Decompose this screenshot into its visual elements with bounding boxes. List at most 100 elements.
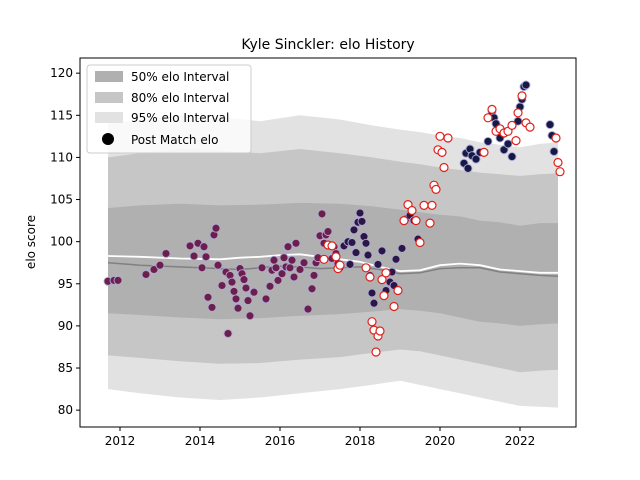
chart-title: Kyle Sinckler: elo History <box>241 37 414 53</box>
post-match-point <box>185 241 195 251</box>
post-match-point <box>303 304 313 314</box>
hollow-match-point <box>551 133 561 143</box>
hollow-match-point <box>439 162 449 173</box>
hollow-match-point <box>419 200 429 210</box>
post-match-point <box>483 136 493 146</box>
post-match-point <box>317 209 327 219</box>
post-match-point <box>367 288 377 298</box>
hollow-match-point <box>365 272 375 282</box>
legend-swatch-50 <box>95 71 123 82</box>
post-match-point <box>229 286 239 296</box>
hollow-match-point <box>381 268 391 278</box>
hollow-match-point <box>525 122 535 132</box>
hollow-match-point <box>555 167 565 177</box>
legend-swatch-80 <box>95 92 123 103</box>
band-50-interval <box>108 202 558 326</box>
post-match-point <box>257 263 267 273</box>
hollow-match-point <box>327 241 337 251</box>
hollow-match-point <box>507 120 517 131</box>
post-match-point <box>347 238 357 247</box>
hollow-match-point <box>399 216 409 226</box>
hollow-match-point <box>431 184 441 194</box>
hollow-match-point <box>331 252 341 262</box>
post-match-point <box>507 152 517 162</box>
hollow-match-point <box>553 157 563 168</box>
post-match-point <box>161 249 171 258</box>
y-tick-label: 85 <box>58 361 73 375</box>
post-match-point <box>351 248 361 258</box>
post-match-point <box>239 275 249 285</box>
hollow-match-point <box>367 317 377 327</box>
post-match-point <box>261 294 271 304</box>
hollow-match-point <box>389 301 399 312</box>
post-match-point <box>285 263 295 273</box>
post-match-point <box>357 216 367 226</box>
post-match-point <box>243 296 253 306</box>
post-match-point <box>211 223 221 233</box>
post-match-point <box>233 303 243 313</box>
hollow-match-point <box>361 263 371 273</box>
hollow-match-point <box>437 147 447 157</box>
post-match-point <box>155 260 165 270</box>
post-match-point <box>197 263 207 273</box>
post-match-point <box>369 298 379 308</box>
hollow-match-point <box>427 200 437 210</box>
post-match-point <box>397 243 407 253</box>
x-tick-label: 2016 <box>265 434 296 448</box>
plot-area <box>103 80 565 408</box>
post-match-point <box>345 259 355 269</box>
post-match-point <box>203 292 213 302</box>
y-tick-label: 80 <box>58 403 73 417</box>
hollow-match-point <box>435 131 445 141</box>
legend-swatch-95 <box>95 112 123 123</box>
hollow-match-point <box>371 347 381 357</box>
mean-line <box>107 253 558 274</box>
post-match-point <box>269 255 279 265</box>
post-match-point <box>373 259 383 269</box>
legend-marker-post-match <box>102 133 114 145</box>
axes-frame <box>79 57 577 428</box>
x-tick-label: 2014 <box>185 434 216 448</box>
y-tick-label: 105 <box>50 193 73 207</box>
x-tick-label: 2020 <box>425 434 456 448</box>
post-match-point <box>289 272 299 282</box>
hollow-match-point <box>425 218 435 228</box>
post-match-point <box>299 258 309 268</box>
y-tick-label: 115 <box>50 108 73 122</box>
y-tick-label: 95 <box>58 277 73 291</box>
y-tick-label: 90 <box>58 319 73 333</box>
post-match-point <box>287 255 297 265</box>
post-match-point <box>141 270 151 279</box>
hollow-match-point <box>335 260 345 270</box>
post-match-point <box>189 251 199 261</box>
post-match-point <box>471 154 481 164</box>
legend-label-95: 95% elo Interval <box>131 111 229 125</box>
post-match-point <box>113 275 123 285</box>
hollow-match-point <box>511 136 521 146</box>
x-axis: 2012 2014 2016 2018 2020 2022 <box>105 427 535 448</box>
post-match-point <box>295 265 305 274</box>
post-match-point <box>217 281 227 290</box>
post-match-point <box>273 275 283 285</box>
post-match-point <box>363 250 373 260</box>
legend: 50% elo Interval 80% elo Interval 95% el… <box>86 64 252 154</box>
post-match-point <box>549 147 559 156</box>
x-tick-label: 2018 <box>345 434 376 448</box>
post-match-point <box>199 242 209 252</box>
legend-label-50: 50% elo Interval <box>131 70 229 84</box>
post-match-point <box>265 281 275 291</box>
hollow-match-point <box>513 108 523 118</box>
hollow-match-point <box>319 254 329 264</box>
post-match-point <box>279 253 289 263</box>
y-tick-label: 110 <box>50 150 73 164</box>
post-match-point <box>323 227 333 236</box>
post-match-point <box>503 139 513 149</box>
hollow-match-point <box>487 104 497 115</box>
hollow-match-point <box>407 205 417 216</box>
legend-box <box>86 64 252 154</box>
post-match-point <box>291 238 301 248</box>
post-match-point <box>283 242 293 252</box>
hollow-match-point <box>517 91 527 101</box>
hollow-match-point <box>483 113 493 123</box>
y-axis-title: elo score <box>24 215 38 269</box>
